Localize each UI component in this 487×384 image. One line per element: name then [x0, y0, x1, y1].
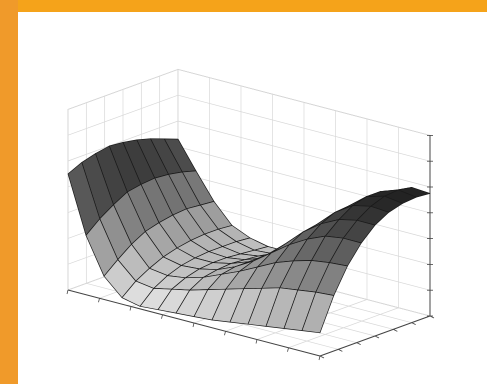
x-tick — [287, 347, 289, 352]
x-tick — [98, 298, 100, 303]
x-tick — [66, 289, 69, 295]
x-tick — [224, 331, 226, 336]
x-tick — [318, 355, 321, 361]
x-tick — [255, 339, 258, 344]
x-tick — [161, 314, 163, 319]
axes — [66, 135, 435, 361]
grid-line — [67, 94, 431, 162]
frame-top-border — [0, 0, 487, 12]
grid-line — [67, 120, 431, 188]
surface-plot — [66, 68, 435, 361]
y-tick — [411, 322, 416, 326]
x-tick — [129, 306, 132, 311]
y-tick — [319, 355, 325, 359]
plot-area — [18, 12, 487, 384]
y-tick — [374, 335, 380, 339]
x-tick — [192, 322, 195, 328]
surface-mesh — [67, 138, 431, 334]
y-tick — [338, 348, 343, 352]
surface-patch — [301, 291, 335, 334]
grid-line — [67, 69, 431, 136]
frame-left-border — [0, 0, 18, 384]
y-tick — [393, 328, 398, 332]
y-tick — [356, 342, 361, 346]
